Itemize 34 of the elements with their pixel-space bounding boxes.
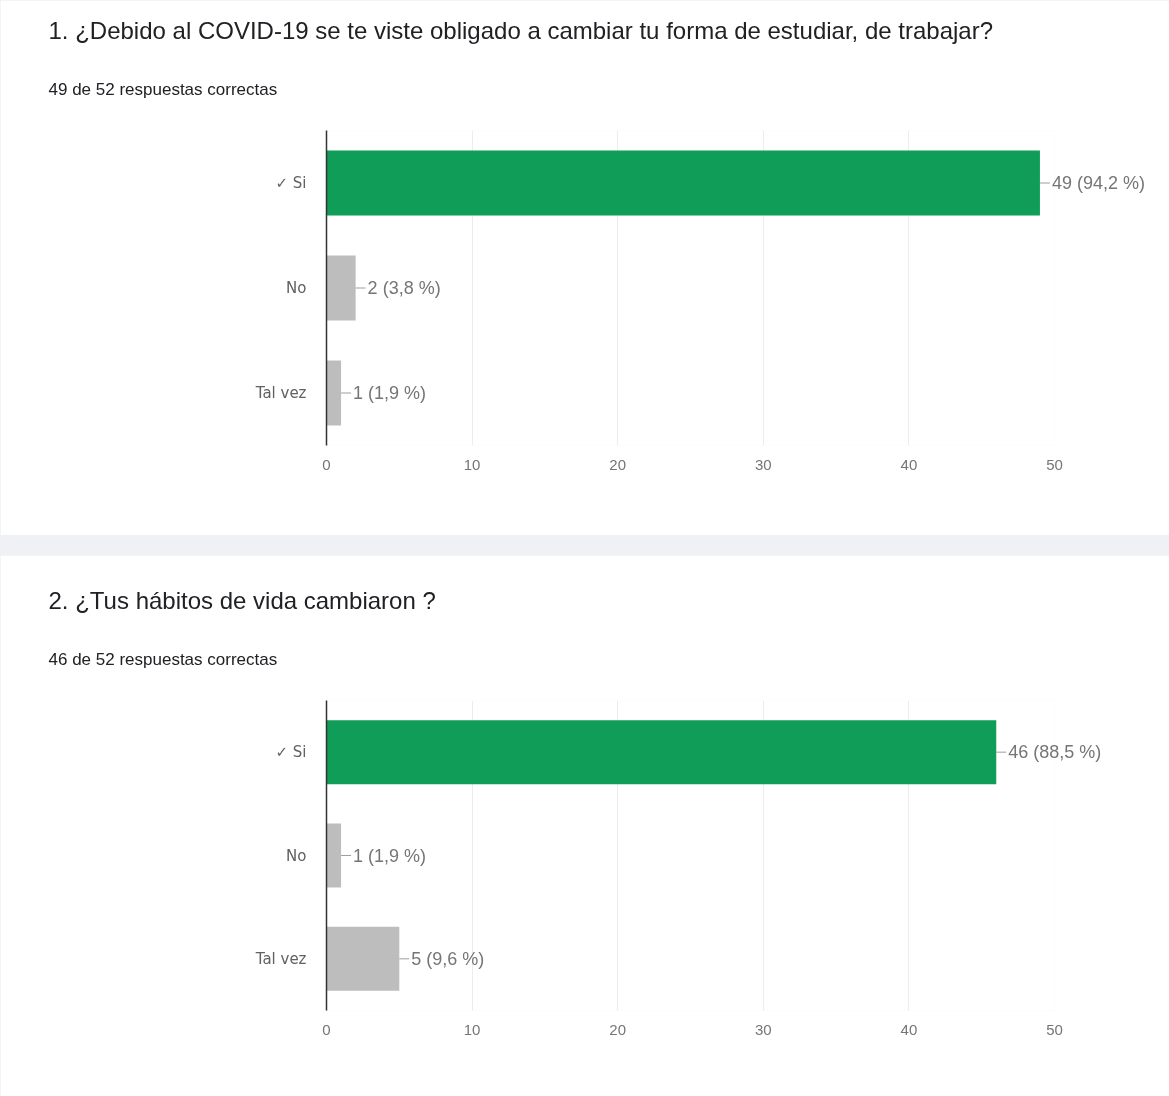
x-tick-label: 50	[1046, 455, 1063, 473]
x-tick-label: 30	[754, 455, 772, 473]
x-tick-label: 20	[609, 455, 627, 473]
bar	[326, 926, 400, 991]
y-tick-label: Tal vez	[254, 384, 307, 402]
bar	[326, 150, 1040, 216]
y-tick-label: Tal vez	[254, 949, 307, 968]
data-label: 5 (9,6 %)	[411, 948, 485, 969]
data-label: 46 (88,5 %)	[1008, 742, 1102, 763]
data-label: 1 (1,9 %)	[353, 845, 427, 866]
data-label: 2 (3,8 %)	[367, 278, 441, 298]
bar	[326, 720, 997, 785]
data-label: 1 (1,9 %)	[353, 383, 427, 403]
y-tick-label: No	[286, 846, 307, 865]
data-label: 49 (94,2 %)	[1051, 173, 1145, 193]
x-tick-label: 10	[463, 1020, 481, 1038]
y-tick-label: ✓ Si	[275, 743, 307, 762]
y-tick-label: No	[286, 279, 307, 297]
bar	[326, 360, 342, 426]
x-tick-label: 50	[1046, 1020, 1063, 1038]
bar	[326, 255, 356, 321]
chart-title: 1. ¿Debido al COVID-19 se te viste obligado a cambiar tu forma de estudiar, de trabajar?	[48, 17, 993, 44]
bar	[326, 823, 342, 888]
x-tick-label: 0	[322, 455, 331, 473]
text: 46 de 52 respuestas correctas	[48, 649, 278, 669]
chart-title: 2. ¿Tus hábitos de vida cambiaron ?	[48, 587, 436, 614]
x-tick-label: 10	[463, 455, 481, 473]
x-tick-label: 40	[900, 455, 918, 473]
x-tick-label: 30	[754, 1020, 772, 1038]
x-tick-label: 0	[322, 1020, 331, 1038]
x-tick-label: 20	[609, 1020, 627, 1038]
x-tick-label: 40	[900, 1020, 918, 1038]
text: 49 de 52 respuestas correctas	[48, 79, 278, 99]
y-tick-label: ✓ Si	[275, 174, 307, 192]
